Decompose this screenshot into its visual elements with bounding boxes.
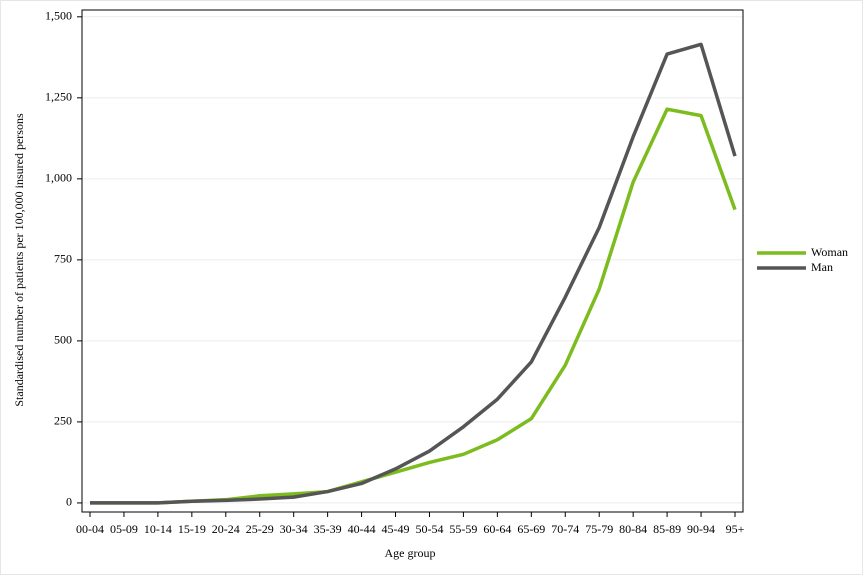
y-tick-label: 750	[54, 252, 72, 266]
series-line	[90, 107, 737, 505]
x-tick-label: 80-84	[619, 522, 647, 536]
x-tick-label: 10-14	[144, 522, 172, 536]
y-tick-label: 1,000	[45, 171, 72, 185]
x-tick-label: 55-59	[449, 522, 477, 536]
x-tick-label: 05-09	[110, 522, 138, 536]
x-tick-label: 45-49	[382, 522, 410, 536]
x-tick-label: 25-29	[246, 522, 274, 536]
x-axis-title: Age group	[385, 546, 436, 560]
x-tick-label: 35-39	[314, 522, 342, 536]
y-tick-label: 1,500	[45, 9, 72, 23]
x-tick-label: 85-89	[653, 522, 681, 536]
x-tick-label: 90-94	[687, 522, 715, 536]
x-tick-label: 95+	[726, 522, 745, 536]
y-axis-title: Standardised number of patients per 100,…	[12, 113, 26, 407]
x-tick-label: 75-79	[585, 522, 613, 536]
y-tick-label: 500	[54, 333, 72, 347]
y-tick-label: 250	[54, 414, 72, 428]
x-tick-label: 60-64	[483, 522, 511, 536]
x-tick-label: 00-04	[76, 522, 104, 536]
x-tick-label: 65-69	[517, 522, 545, 536]
y-tick-label: 0	[66, 495, 72, 509]
plot-frame	[81, 9, 744, 513]
x-tick-label: 15-19	[178, 522, 206, 536]
x-tick-label: 30-34	[280, 522, 308, 536]
x-tick-label: 40-44	[348, 522, 376, 536]
y-tick-label: 1,250	[45, 90, 72, 104]
legend-label: Woman	[811, 245, 848, 259]
legend-label: Man	[811, 260, 833, 274]
x-tick-label: 70-74	[551, 522, 579, 536]
x-tick-label: 20-24	[212, 522, 240, 536]
series-line	[90, 42, 737, 505]
x-tick-label: 50-54	[415, 522, 443, 536]
